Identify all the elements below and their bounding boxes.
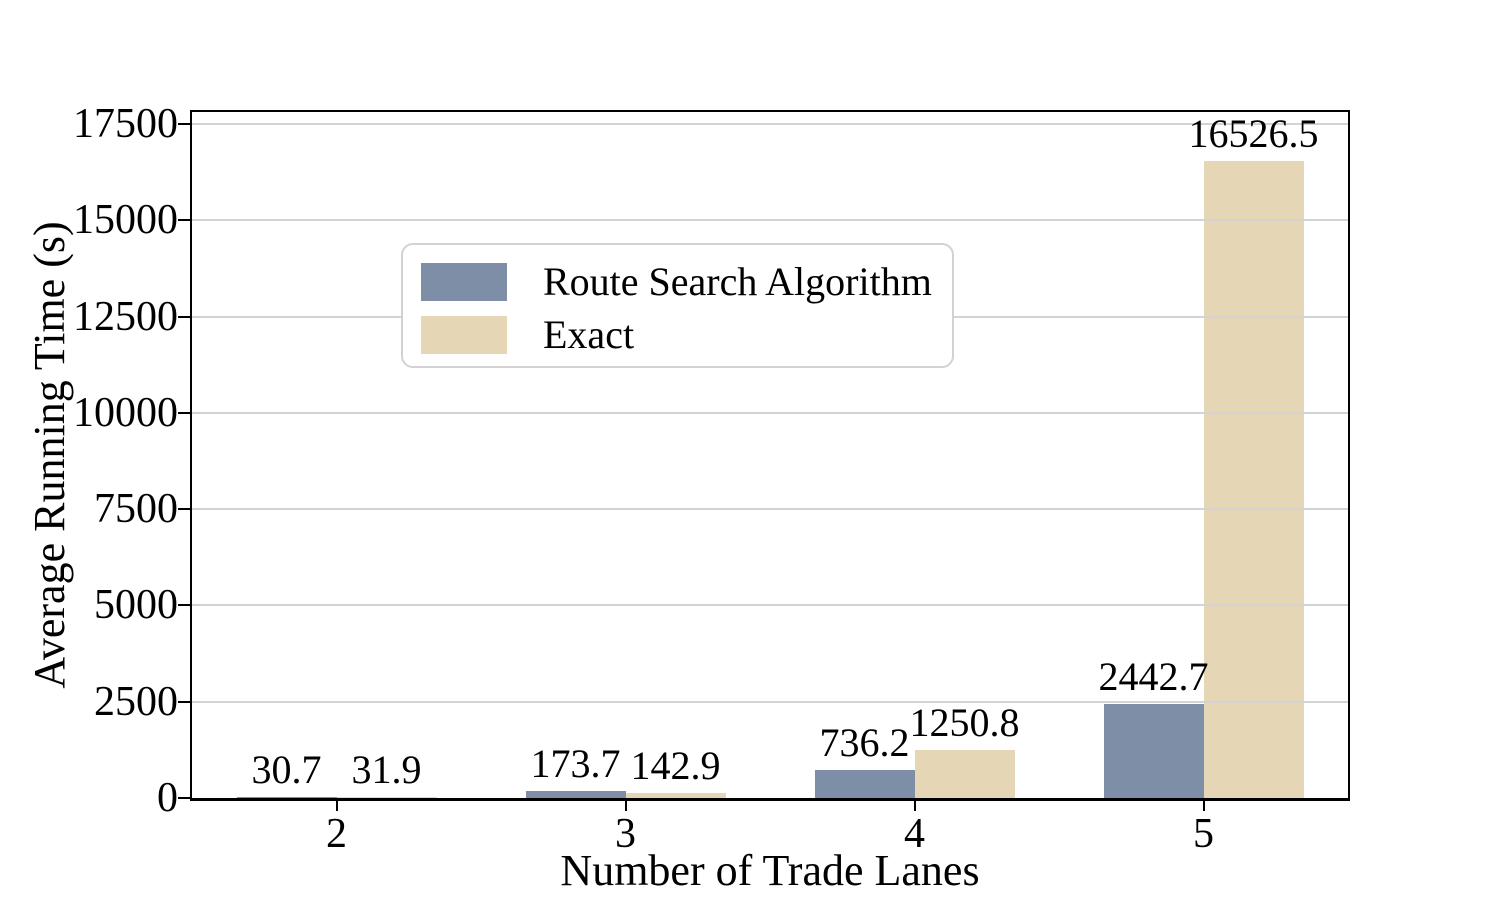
legend-label: Route Search Algorithm xyxy=(543,258,932,304)
x-tick-label: 5 xyxy=(1193,811,1214,857)
bar-route-search-algorithm xyxy=(525,791,626,798)
bar-route-search-algorithm xyxy=(236,796,337,798)
bar-value-label: 736.2 xyxy=(819,719,910,765)
plot-area: 30.7 173.7 736.2 2442.7 31.9 142.9 1250.8 16526… xyxy=(190,110,1350,801)
legend-swatch-route-search-algorithm xyxy=(421,262,507,301)
x-tick-mark xyxy=(913,801,916,811)
y-tick-label: 10000 xyxy=(73,389,178,436)
y-tick-mark xyxy=(178,315,190,318)
x-tick-label: 2 xyxy=(326,811,347,857)
bar-route-search-algorithm xyxy=(1103,703,1204,798)
gridline xyxy=(192,219,1348,222)
bar-value-label: 1250.8 xyxy=(909,699,1020,745)
bar-exact xyxy=(336,796,437,798)
bar-value-label: 173.7 xyxy=(530,741,621,787)
bar-exact xyxy=(1203,161,1304,798)
gridline xyxy=(192,122,1348,125)
y-tick-label: 2500 xyxy=(94,678,178,725)
bar-route-search-algorithm xyxy=(814,769,915,798)
gridline xyxy=(192,508,1348,511)
y-tick-label: 17500 xyxy=(73,100,178,147)
x-tick-label: 4 xyxy=(904,811,925,857)
bar-value-label: 2442.7 xyxy=(1098,653,1209,699)
y-axis-title: Average Running Time (s) xyxy=(25,221,74,689)
bar-exact xyxy=(625,792,726,798)
legend-swatch-exact xyxy=(421,315,507,354)
gridline xyxy=(192,700,1348,703)
x-tick-mark xyxy=(1202,801,1205,811)
y-tick-mark xyxy=(178,411,190,414)
bar-exact xyxy=(914,749,1015,798)
y-tick-label: 12500 xyxy=(73,293,178,340)
legend: Route Search Algorithm Exact xyxy=(401,243,954,368)
y-tick-mark xyxy=(178,604,190,607)
bar-value-label: 142.9 xyxy=(630,742,721,788)
x-axis-title: Number of Trade Lanes xyxy=(560,846,980,895)
legend-entry: Route Search Algorithm xyxy=(421,255,952,308)
y-tick-mark xyxy=(178,219,190,222)
legend-label: Exact xyxy=(543,311,635,357)
y-tick-label: 7500 xyxy=(94,486,178,533)
x-tick-mark xyxy=(335,801,338,811)
gridline xyxy=(192,604,1348,607)
y-tick-mark xyxy=(178,797,190,799)
gridline xyxy=(192,411,1348,414)
legend-entry: Exact xyxy=(421,308,952,361)
y-tick-mark xyxy=(178,700,190,703)
y-tick-label: 0 xyxy=(157,775,178,821)
bar-value-label: 16526.5 xyxy=(1188,111,1319,157)
x-tick-label: 3 xyxy=(615,811,636,857)
bar-value-label: 31.9 xyxy=(351,746,422,792)
bar-value-label: 30.7 xyxy=(251,746,322,792)
y-tick-label: 5000 xyxy=(94,582,178,629)
y-tick-mark xyxy=(178,508,190,511)
y-tick-mark xyxy=(178,122,190,125)
x-tick-mark xyxy=(624,801,627,811)
y-tick-label: 15000 xyxy=(73,197,178,244)
plot-inner: 30.7 173.7 736.2 2442.7 31.9 142.9 1250.8 16526… xyxy=(192,112,1348,798)
